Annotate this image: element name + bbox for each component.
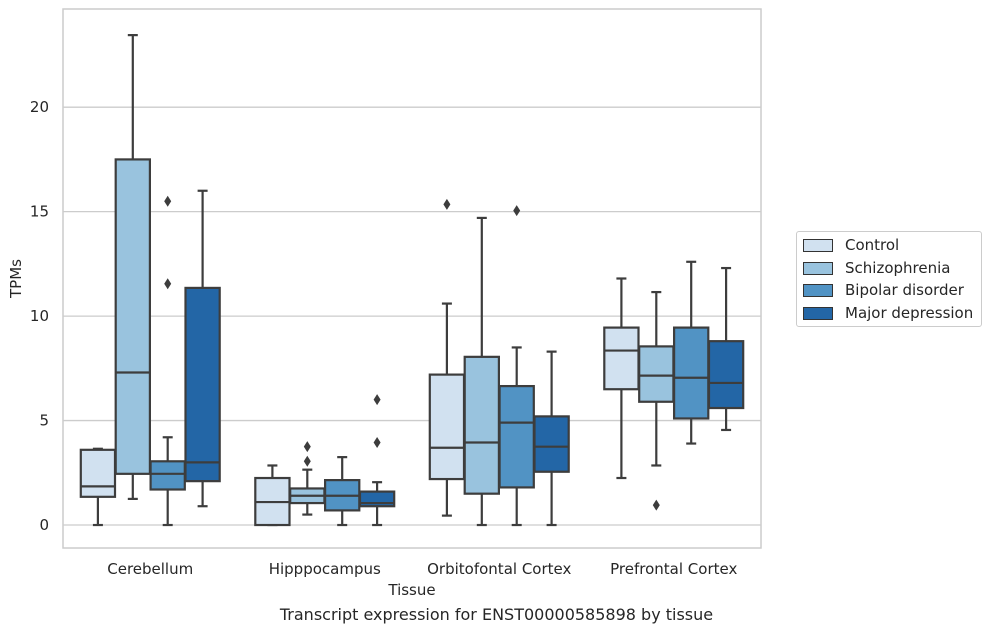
legend: Control Schizophrenia Bipolar disorder M…: [796, 231, 982, 327]
x-tick-labels: Cerebellum Hipppocampus Orbitofontal Corte…: [107, 560, 737, 578]
outlier-marker: [513, 205, 521, 217]
legend-item-schizophrenia: Schizophrenia: [803, 258, 950, 278]
box-group: [498, 205, 535, 527]
box-group: [184, 189, 221, 508]
box-group: [289, 441, 326, 516]
grid-lines: [63, 106, 761, 526]
figure-caption: Transcript expression for ENST0000058589…: [279, 605, 714, 624]
box-iqr: [79, 448, 117, 498]
box-group: [533, 350, 570, 527]
legend-item-control: Control: [803, 235, 899, 255]
box-iqr: [707, 340, 745, 410]
box-group: [638, 290, 675, 511]
box-group: [323, 456, 361, 527]
y-tick-label: 0: [39, 516, 49, 534]
plot-area-frame: [62, 8, 762, 549]
legend-swatch-bipolar-disorder: [803, 283, 833, 297]
box-iqr: [533, 415, 570, 473]
legend-swatch-control: [803, 238, 833, 252]
legend-label-major-depression: Major depression: [845, 304, 974, 322]
outlier-marker: [164, 195, 172, 207]
box-group: [707, 266, 745, 432]
box-iqr: [184, 286, 221, 483]
outlier-marker: [373, 436, 381, 448]
legend-label-schizophrenia: Schizophrenia: [845, 259, 951, 277]
box-iqr: [428, 373, 466, 481]
box-group: [79, 447, 117, 527]
box-group: [254, 464, 291, 527]
y-tick-labels: 0 5 10 15 20: [30, 98, 49, 534]
x-tick-label: Prefrontal Cortex: [610, 560, 737, 578]
box-iqr: [149, 460, 186, 491]
y-tick-label: 15: [30, 203, 49, 221]
outlier-marker: [303, 455, 311, 467]
x-tick-label: Hipppocampus: [269, 560, 381, 578]
legend-item-major-depression: Major depression: [803, 303, 973, 323]
box-group: [149, 195, 186, 527]
box-group: [358, 394, 396, 527]
legend-item-bipolar-disorder: Bipolar disorder: [803, 280, 964, 300]
y-tick-label: 20: [30, 98, 49, 116]
legend-swatch-major-depression: [803, 306, 833, 320]
box-iqr: [114, 158, 152, 475]
box-group: [428, 198, 466, 517]
outlier-marker: [652, 499, 660, 511]
box-iqr: [463, 355, 501, 495]
x-tick-label: Orbitofontal Cortex: [427, 560, 571, 578]
y-tick-label: 5: [39, 412, 49, 430]
outlier-marker: [164, 278, 172, 290]
legend-label-control: Control: [845, 236, 900, 254]
legend-swatch-schizophrenia: [803, 261, 833, 275]
legend-label-bipolar-disorder: Bipolar disorder: [845, 281, 964, 299]
y-tick-label: 10: [30, 307, 49, 325]
box-group: [463, 216, 501, 527]
box-iqr: [498, 384, 535, 489]
box-group: [114, 34, 152, 501]
x-tick-label: Cerebellum: [107, 560, 193, 578]
outlier-marker: [373, 394, 381, 406]
outlier-marker: [303, 441, 311, 453]
box-group: [603, 277, 640, 480]
box-group: [672, 260, 710, 445]
y-axis-label: TPMs: [7, 259, 25, 299]
box-iqr: [603, 326, 640, 391]
box-iqr: [638, 345, 675, 403]
x-axis-label: Tissue: [387, 581, 435, 599]
outlier-marker: [443, 198, 451, 210]
box-iqr: [672, 326, 710, 420]
boxes: [79, 34, 745, 527]
